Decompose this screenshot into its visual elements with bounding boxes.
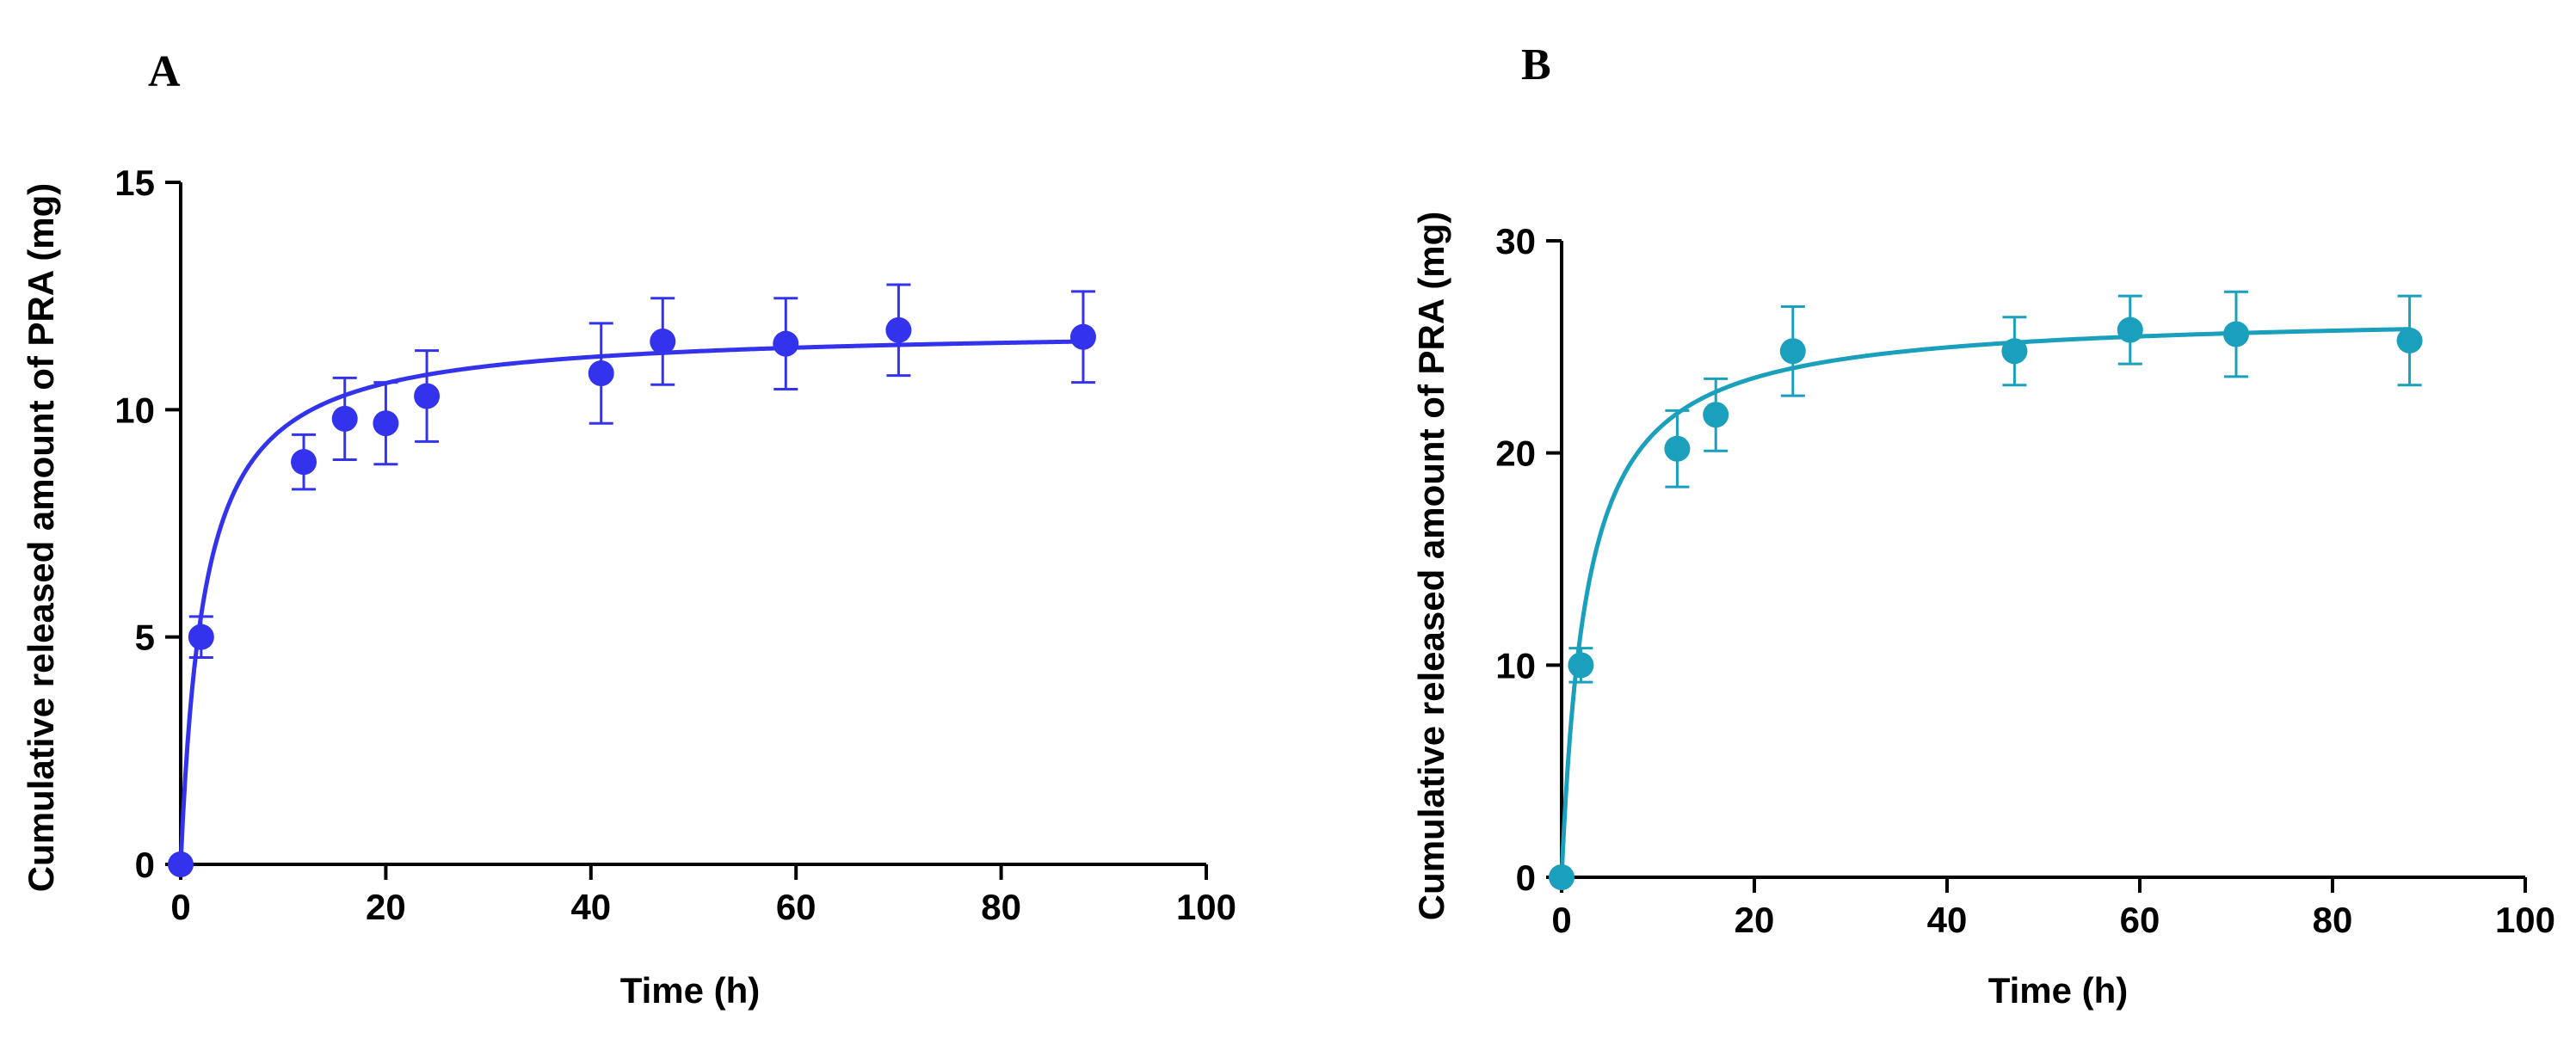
panel-a-y-tick-label: 10 bbox=[114, 390, 155, 430]
panel-b-data-point bbox=[1703, 402, 1729, 428]
panel-a-x-tick-label: 0 bbox=[170, 887, 190, 927]
panel-a-data-point bbox=[373, 410, 399, 437]
panel-a-label: A bbox=[148, 47, 181, 96]
panel-a-x-axis-title: Time (h) bbox=[620, 970, 761, 1011]
panel-b-data-point bbox=[1568, 652, 1594, 679]
panel-b: B Cumulative released amount of PRA (mg)… bbox=[1411, 40, 2555, 1011]
panel-b-plot-area: 0 10 20 30 0 20 40 60 80 100 bbox=[1495, 221, 2555, 940]
panel-b-data-point bbox=[1664, 435, 1691, 462]
panel-a-y-tick-label: 0 bbox=[135, 845, 155, 885]
panel-a-fit-curve bbox=[178, 339, 1083, 865]
panel-b-x-tick-label: 100 bbox=[2495, 900, 2555, 940]
panel-b-data-point bbox=[2396, 327, 2423, 353]
panel-b-data-point bbox=[1549, 864, 1575, 890]
panel-a-x-tick-label: 60 bbox=[776, 887, 817, 927]
panel-b-y-tick-label: 0 bbox=[1516, 857, 1536, 898]
panel-a-y-axis-title: Cumulative released amount of PRA (mg) bbox=[21, 183, 61, 893]
panel-b-y-tick-label: 20 bbox=[1495, 433, 1536, 474]
panel-b-x-tick-label: 20 bbox=[1735, 900, 1775, 940]
panel-b-y-tick-label: 10 bbox=[1495, 645, 1536, 685]
panel-b-data-point bbox=[2001, 338, 2028, 365]
panel-b-data-point bbox=[2223, 321, 2249, 347]
panel-b-data-point bbox=[2117, 317, 2143, 343]
panel-a-x-tick-label: 40 bbox=[570, 887, 611, 927]
panel-a-data-point bbox=[885, 317, 912, 343]
panel-a-data-point bbox=[331, 405, 358, 432]
panel-a: A Cumulative released amount of PRA (mg)… bbox=[21, 47, 1236, 1011]
panel-b-x-tick-label: 40 bbox=[1927, 900, 1968, 940]
panel-a-data-point bbox=[1069, 323, 1096, 350]
panel-b-x-tick-label: 0 bbox=[1551, 900, 1571, 940]
panel-a-data-point bbox=[188, 624, 214, 650]
panel-a-y-tick-label: 5 bbox=[135, 618, 155, 658]
panel-a-y-tick-label: 15 bbox=[114, 163, 155, 203]
panel-a-x-tick-label: 100 bbox=[1176, 887, 1236, 927]
panel-a-data-point bbox=[291, 449, 317, 476]
panel-a-plot-area: 0 5 10 15 0 20 40 60 80 100 bbox=[114, 163, 1236, 927]
panel-a-data-point bbox=[168, 851, 194, 877]
panel-b-y-axis-title: Cumulative released amount of PRA (mg) bbox=[1411, 212, 1451, 921]
panel-b-data-point bbox=[1779, 338, 1806, 365]
panel-b-x-tick-label: 60 bbox=[2120, 900, 2160, 940]
panel-a-data-point bbox=[773, 330, 799, 357]
panel-b-fit-curve bbox=[1559, 327, 2410, 878]
panel-b-label: B bbox=[1521, 40, 1551, 89]
panel-a-data-point bbox=[650, 329, 676, 355]
panel-b-y-tick-label: 30 bbox=[1495, 221, 1536, 261]
panel-b-x-tick-label: 80 bbox=[2313, 900, 2353, 940]
panel-a-data-point bbox=[414, 383, 441, 409]
panel-a-data-point bbox=[588, 360, 614, 387]
panel-b-x-axis-title: Time (h) bbox=[1988, 970, 2129, 1011]
panel-a-x-tick-label: 20 bbox=[366, 887, 406, 927]
panel-a-x-tick-label: 80 bbox=[981, 887, 1021, 927]
